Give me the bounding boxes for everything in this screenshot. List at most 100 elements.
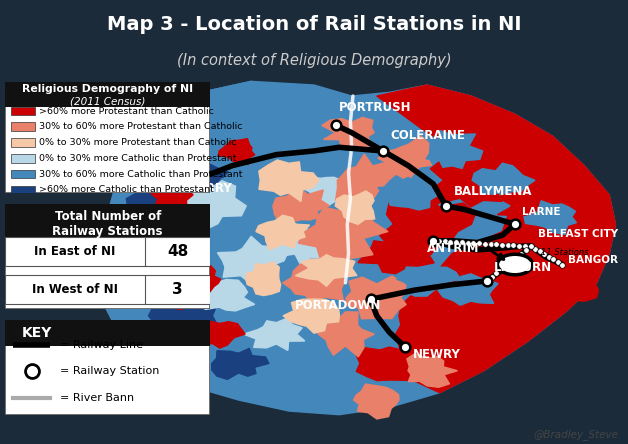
Polygon shape [175,160,228,204]
Polygon shape [450,103,508,141]
Text: PORTRUSH: PORTRUSH [339,101,411,115]
Polygon shape [399,289,478,342]
Polygon shape [516,213,591,271]
Polygon shape [295,255,357,286]
Bar [11,123,35,131]
Polygon shape [103,267,153,307]
Text: 0% to 30% more Catholic than Protestant: 0% to 30% more Catholic than Protestant [39,154,236,163]
Text: 0% to 30% more Protestant than Catholic: 0% to 30% more Protestant than Catholic [39,138,236,147]
Text: >60% more Catholic than Protestant: >60% more Catholic than Protestant [39,185,214,194]
Text: 11 Stations: 11 Stations [541,248,589,257]
Polygon shape [397,267,460,296]
Polygon shape [301,174,358,207]
Bar [5,320,210,346]
Text: = Railway Station: = Railway Station [60,366,160,376]
Polygon shape [148,289,217,342]
Polygon shape [159,122,217,167]
Polygon shape [345,276,410,319]
Text: BELFAST CITY: BELFAST CITY [538,229,619,239]
Polygon shape [147,178,193,213]
Text: In East of NI: In East of NI [34,245,116,258]
Polygon shape [173,181,246,229]
Text: Total Number of: Total Number of [55,210,161,223]
Polygon shape [200,321,245,348]
Polygon shape [259,160,319,202]
Polygon shape [428,147,510,207]
Text: PORTADOWN: PORTADOWN [295,299,382,312]
Polygon shape [472,163,535,194]
Polygon shape [212,349,269,380]
Polygon shape [160,284,188,309]
Text: BANGOR: BANGOR [568,254,619,265]
Text: LARNE: LARNE [522,207,561,217]
Text: COLERAINE: COLERAINE [391,129,465,142]
Polygon shape [234,103,290,139]
Polygon shape [335,191,375,224]
Bar [5,275,210,305]
Polygon shape [497,182,563,224]
Polygon shape [283,299,340,333]
Bar [5,237,210,266]
Text: Religious Demography of NI: Religious Demography of NI [22,84,193,95]
Polygon shape [380,193,476,258]
Polygon shape [195,280,255,311]
Polygon shape [377,85,615,393]
Text: 3: 3 [172,282,183,297]
Polygon shape [257,279,311,321]
Polygon shape [273,187,330,222]
Polygon shape [378,178,438,210]
Text: 48: 48 [167,244,188,259]
Polygon shape [378,136,431,181]
Text: = Railway Line: = Railway Line [60,341,143,350]
Polygon shape [335,154,401,200]
Polygon shape [244,318,305,350]
Bar [11,107,35,115]
Text: Railway Stations: Railway Stations [53,226,163,238]
Text: ANTRIM: ANTRIM [427,242,480,255]
Polygon shape [317,312,374,357]
Text: (2011 Census): (2011 Census) [70,96,146,106]
Text: @Bradley_Steve: @Bradley_Steve [534,429,619,440]
Text: NEWRY: NEWRY [413,348,460,361]
Circle shape [497,254,533,275]
Bar [11,154,35,163]
Polygon shape [283,349,342,387]
Polygon shape [358,237,434,274]
Polygon shape [490,282,542,329]
Polygon shape [422,337,483,367]
Polygon shape [219,139,255,164]
Bar [11,138,35,147]
Polygon shape [256,215,310,250]
Polygon shape [139,104,178,140]
Polygon shape [298,207,388,261]
Polygon shape [100,81,615,415]
Polygon shape [541,271,598,308]
Polygon shape [407,353,457,387]
Polygon shape [215,169,290,214]
Polygon shape [146,325,208,356]
Bar [11,186,35,194]
Text: (In context of Religious Demography): (In context of Religious Demography) [176,53,452,68]
Polygon shape [176,266,220,292]
Text: >60% more Protestant than Catholic: >60% more Protestant than Catholic [39,107,214,115]
Bar [5,82,210,107]
Polygon shape [100,81,276,334]
Text: LISBURN: LISBURN [494,261,553,274]
Polygon shape [356,347,424,381]
Polygon shape [438,274,498,305]
Text: KEY: KEY [21,326,52,340]
Text: = River Bann: = River Bann [60,393,134,403]
Polygon shape [217,236,288,284]
Bar [11,170,35,178]
Polygon shape [114,136,168,178]
Polygon shape [136,242,205,293]
Text: BALLYMENA: BALLYMENA [453,185,532,198]
Polygon shape [173,210,270,271]
Polygon shape [524,201,577,234]
Polygon shape [426,131,483,168]
Bar [5,204,210,244]
Text: In West of NI: In West of NI [32,283,118,296]
Polygon shape [462,234,547,299]
Text: 30% to 60% more Catholic than Protestant: 30% to 60% more Catholic than Protestant [39,170,242,178]
Polygon shape [119,182,192,246]
